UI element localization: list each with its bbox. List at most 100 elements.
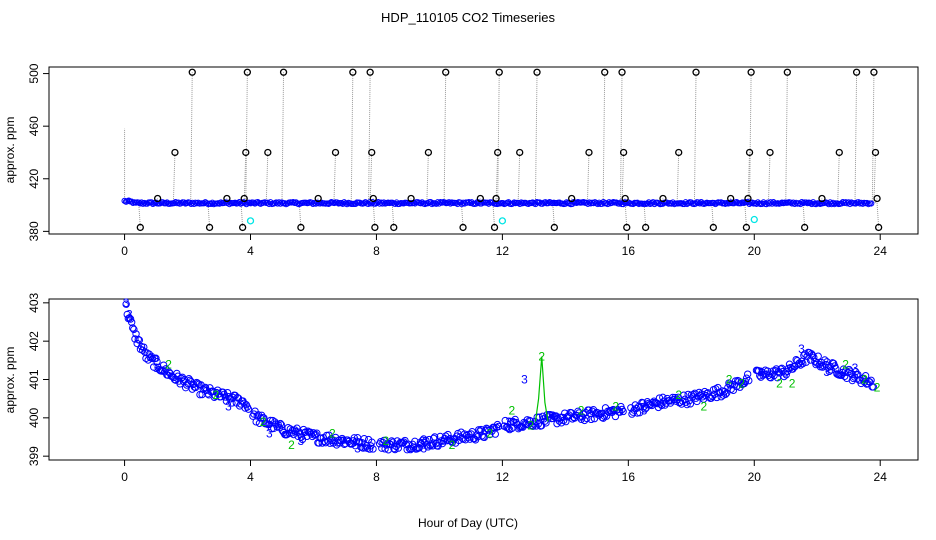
top-baseline-point <box>436 200 443 207</box>
top-spike-point <box>490 223 499 232</box>
bottom-point <box>134 335 142 344</box>
bottom-point <box>741 377 750 386</box>
bottom-point <box>723 389 731 397</box>
top-spike-point <box>642 223 650 232</box>
bottom-point <box>276 419 285 428</box>
top-spike-point <box>742 223 751 232</box>
top-spike-line <box>298 203 302 228</box>
top-spike-point <box>279 68 288 76</box>
top-spike-point <box>623 223 631 232</box>
top-spike-line <box>517 152 521 204</box>
bottom-xtick-label: 4 <box>247 470 254 484</box>
top-baseline-point <box>352 200 359 207</box>
bottom-label-3: 3 <box>225 400 232 414</box>
top-baseline-point <box>744 199 752 206</box>
bottom-label-3: 3 <box>420 442 427 456</box>
bottom-label-2: 2 <box>449 438 456 452</box>
top-spike-point <box>223 194 231 203</box>
bottom-point <box>771 367 779 375</box>
bottom-point <box>504 424 513 433</box>
top-spike-point <box>874 223 883 232</box>
top-baseline-point <box>710 199 718 207</box>
top-spike-point <box>852 68 861 76</box>
bottom-label-2: 2 <box>260 415 267 429</box>
bottom-point <box>524 421 533 429</box>
bottom-point <box>196 390 204 399</box>
top-spike-line <box>497 72 500 204</box>
bottom-point <box>411 437 419 446</box>
top-spike-point <box>243 68 252 76</box>
bottom-point <box>126 315 135 323</box>
top-spike-line <box>172 152 176 204</box>
bottom-point <box>310 431 319 439</box>
top-spike-point <box>727 194 735 203</box>
top-spike-point <box>188 68 196 76</box>
bottom-label-2: 2 <box>776 377 783 391</box>
top-spike-line <box>621 152 625 204</box>
bottom-point <box>745 376 753 385</box>
top-baseline-point <box>333 199 341 206</box>
bottom-xtick-label: 0 <box>121 470 128 484</box>
bottom-point <box>493 420 502 429</box>
bottom-label-2: 2 <box>527 419 534 433</box>
top-spike-line <box>333 152 337 204</box>
bottom-point <box>388 437 396 445</box>
top-spike-point <box>675 148 683 157</box>
top-xtick-label: 20 <box>748 244 762 258</box>
top-spike-line <box>534 72 538 204</box>
bottom-point <box>683 400 691 409</box>
bottom-label-2: 2 <box>538 350 545 364</box>
top-baseline-point <box>265 200 273 208</box>
top-baseline-point <box>216 200 223 207</box>
top-spike-point <box>873 194 881 203</box>
bottom-point <box>600 412 609 420</box>
bottom-label-2: 2 <box>874 380 881 394</box>
bottom-xtick-label: 24 <box>874 470 888 484</box>
top-baseline-point <box>380 199 387 206</box>
bottom-point <box>825 367 833 376</box>
bottom-label-2: 2 <box>329 426 336 440</box>
bottom-point <box>782 371 790 379</box>
bottom-point <box>152 354 160 362</box>
top-baseline-point <box>148 199 155 206</box>
bottom-label-2: 2 <box>842 357 849 371</box>
top-spike-point <box>601 68 609 76</box>
top-xtick-label: 16 <box>622 244 636 258</box>
top-baseline-point <box>453 199 460 207</box>
bottom-point <box>585 406 593 414</box>
bottom-point <box>313 429 321 437</box>
top-spike-line <box>747 152 751 204</box>
top-baseline-point <box>604 200 611 208</box>
bottom-label-2: 2 <box>486 426 493 440</box>
top-spike-point <box>621 194 629 203</box>
bottom-point <box>178 373 187 381</box>
top-baseline-point <box>360 200 368 207</box>
chart-title: HDP_110105 CO2 Timeseries <box>381 10 555 25</box>
bottom-point <box>587 415 595 424</box>
top-spike-point <box>476 194 485 203</box>
bottom-point <box>557 419 566 427</box>
top-baseline-point <box>828 201 835 208</box>
top-baseline-point <box>681 200 688 208</box>
top-baseline-point <box>128 198 135 205</box>
top-spike-line <box>854 72 858 204</box>
top-spike-line <box>602 72 606 204</box>
top-spike-line <box>492 203 496 228</box>
bottom-point <box>721 390 730 398</box>
bottom-point <box>244 405 253 413</box>
top-spike-point <box>692 68 700 76</box>
top-baseline-point <box>121 197 128 204</box>
top-spike-line <box>495 152 499 204</box>
top-baseline-point <box>275 199 283 206</box>
top-baseline-point <box>790 199 797 206</box>
top-spike-point <box>568 194 576 203</box>
top-spike-point <box>459 223 467 232</box>
top-baseline-point <box>852 200 859 207</box>
top-spike-line <box>368 72 371 204</box>
bottom-label-2: 2 <box>789 377 796 391</box>
bottom-ytick-label: 399 <box>27 446 41 466</box>
top-spike-point <box>171 148 179 157</box>
top-spike-line <box>138 203 141 228</box>
top-baseline-point <box>807 199 814 207</box>
